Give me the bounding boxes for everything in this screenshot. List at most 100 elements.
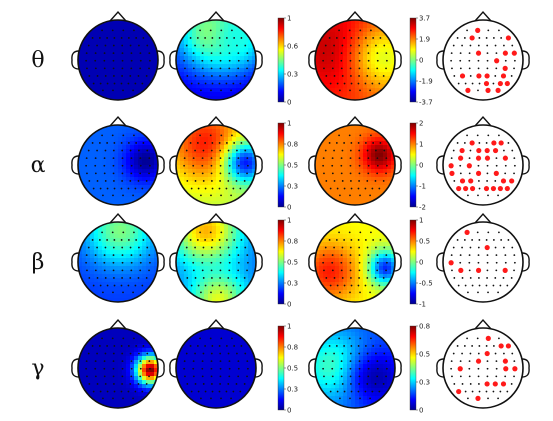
electrode <box>468 157 471 160</box>
electrode <box>371 187 374 190</box>
electrode <box>228 67 231 70</box>
electrode <box>137 180 140 182</box>
electrode <box>478 180 480 182</box>
electrode <box>357 345 360 347</box>
significant-electrode <box>457 366 463 372</box>
electrode <box>196 142 199 144</box>
band-label: γ <box>31 356 44 381</box>
electrode <box>235 383 238 385</box>
electrode <box>227 75 230 77</box>
colorbar: 2 1 0 -1 -2 <box>409 119 426 211</box>
electrode <box>324 352 327 355</box>
electrode <box>85 261 88 264</box>
electrode <box>459 52 462 55</box>
electrode <box>121 180 123 182</box>
nose <box>207 212 225 224</box>
electrode <box>127 37 130 39</box>
electrode <box>500 37 503 39</box>
electrode <box>218 187 221 190</box>
electrode <box>122 134 125 137</box>
electrode <box>219 352 222 355</box>
electrode <box>340 375 343 378</box>
topomap-head <box>308 10 402 101</box>
electrode <box>374 180 377 182</box>
electrode <box>102 291 104 294</box>
electrode <box>130 375 133 378</box>
electrode <box>239 187 242 190</box>
electrode <box>331 367 334 370</box>
electrode <box>492 345 495 347</box>
electrode <box>339 194 341 197</box>
electrode <box>199 134 201 137</box>
scalp-heatmap <box>78 125 158 205</box>
electrode <box>130 254 133 257</box>
electrode <box>201 59 204 62</box>
electrode <box>335 37 338 39</box>
electrode <box>477 254 480 257</box>
head-outline <box>77 19 159 101</box>
left-ear <box>169 50 178 70</box>
colorbar-tick-label: 0.8 <box>287 237 298 245</box>
electrode <box>141 390 144 393</box>
electrode <box>333 383 336 385</box>
electrode <box>91 142 94 144</box>
electrode <box>196 239 199 241</box>
electrode <box>461 383 464 385</box>
colorbar-tick-label: 0.3 <box>287 385 298 393</box>
significant-electrode <box>498 343 504 349</box>
electrode <box>340 269 343 272</box>
head-outline <box>175 19 257 101</box>
electrode <box>183 164 186 167</box>
electrode <box>88 75 91 77</box>
electrode <box>121 367 124 370</box>
electrode <box>219 164 222 167</box>
electrode <box>376 52 379 55</box>
electrode <box>358 383 360 385</box>
electrode <box>246 367 249 370</box>
electrode <box>202 277 205 279</box>
electrode <box>364 82 367 85</box>
electrode <box>129 277 132 279</box>
electrode <box>341 180 344 182</box>
electrode <box>477 67 480 70</box>
colorbar-tick-label: -3.7 <box>419 98 433 106</box>
electrode <box>121 44 124 47</box>
electrode <box>201 67 204 70</box>
electrode <box>349 269 352 272</box>
electrode <box>96 180 99 182</box>
electrode <box>86 269 88 272</box>
electrode <box>349 67 352 70</box>
head-outline <box>175 221 257 303</box>
electrode <box>358 375 361 378</box>
electrode <box>367 375 370 378</box>
electrode <box>129 180 132 182</box>
electrode <box>194 149 196 152</box>
topomap-head <box>169 212 263 303</box>
electrode <box>186 383 189 385</box>
colorbar-tick-label: 0.3 <box>287 182 298 190</box>
electrode <box>477 375 480 378</box>
electrode <box>246 157 249 160</box>
colorbar-scale <box>277 122 285 208</box>
electrode <box>340 172 343 175</box>
electrode <box>185 246 188 249</box>
electrode <box>331 52 334 55</box>
nose <box>109 115 127 127</box>
colorbar-scale <box>409 325 417 411</box>
electrode <box>364 142 367 144</box>
electrode <box>122 337 125 340</box>
electrode <box>204 345 207 347</box>
electrode <box>237 375 240 378</box>
electrode <box>456 239 459 241</box>
electrode <box>450 360 453 363</box>
electrode <box>359 291 361 294</box>
electrode <box>196 345 199 347</box>
electrode <box>340 367 343 370</box>
electrode <box>331 172 334 175</box>
electrode <box>135 142 138 144</box>
electrode <box>341 149 344 152</box>
electrode <box>338 231 340 234</box>
electrode <box>121 164 124 167</box>
electrode <box>201 52 204 55</box>
electrode <box>340 254 343 257</box>
